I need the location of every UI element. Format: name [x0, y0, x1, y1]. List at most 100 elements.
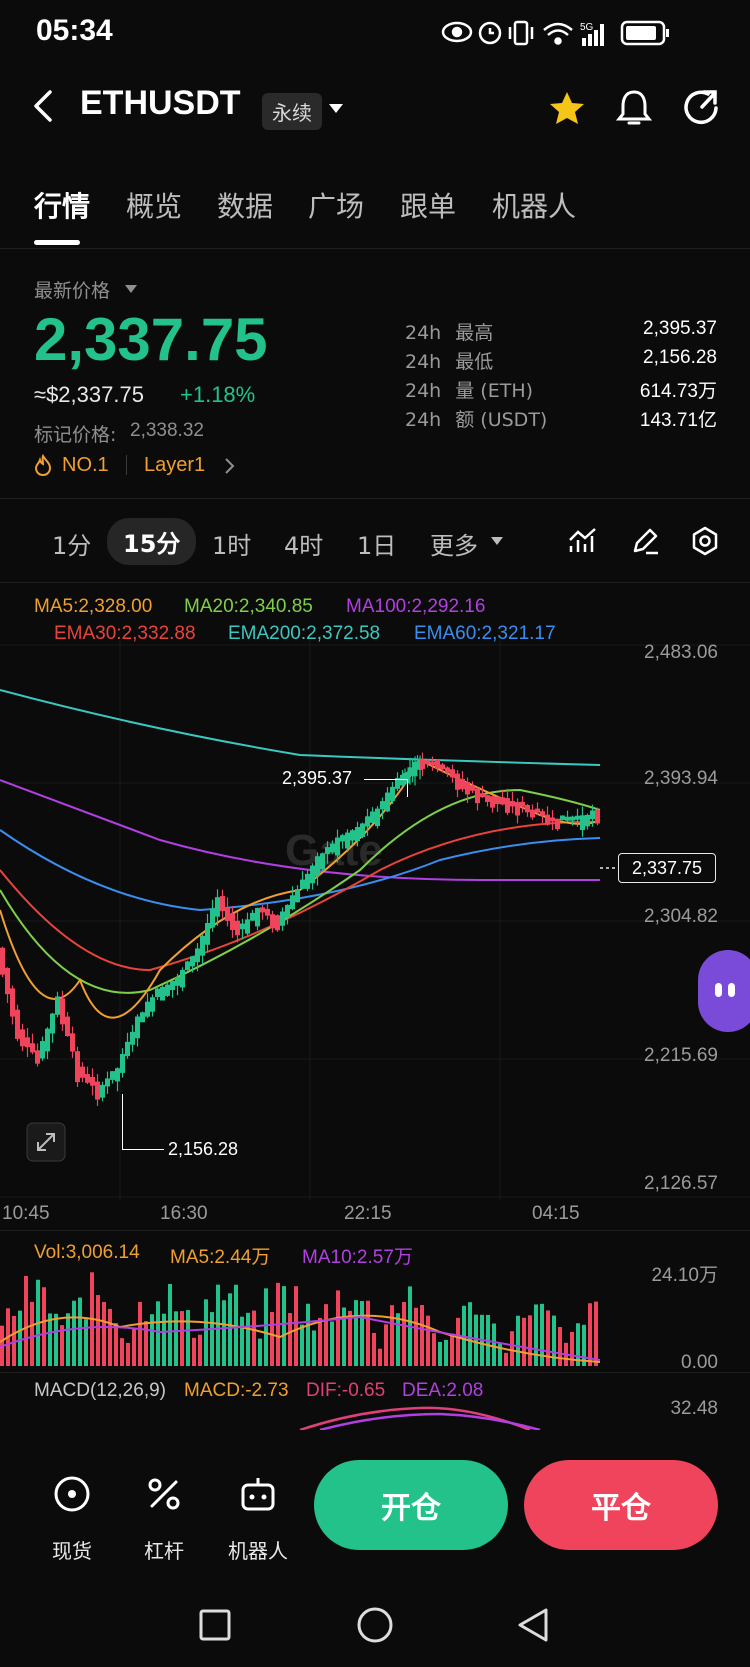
- candle-body: [505, 798, 510, 813]
- volume-bar: [126, 1342, 130, 1366]
- volume-bar: [372, 1332, 376, 1366]
- recents-icon[interactable]: [198, 1608, 232, 1642]
- contract-type-badge[interactable]: 永续: [262, 93, 322, 130]
- chevron-down-icon[interactable]: [328, 103, 344, 115]
- tool-margin-label[interactable]: 杠杆: [144, 1539, 184, 1563]
- candle-body: [310, 865, 315, 884]
- tab-copy-trade[interactable]: 跟单: [400, 190, 457, 223]
- candle-body: [290, 895, 295, 910]
- candle-body: [70, 1033, 75, 1052]
- interval-more[interactable]: 更多: [430, 532, 478, 560]
- candle-body: [550, 817, 555, 822]
- star-icon[interactable]: [548, 90, 586, 126]
- macd-chart: [299, 1406, 541, 1430]
- candle-body: [360, 823, 365, 838]
- tool-bots-label[interactable]: 机器人: [228, 1539, 288, 1563]
- volume-bar: [294, 1286, 298, 1366]
- candle-body: [560, 815, 565, 821]
- candlestick-chart[interactable]: Gate: [0, 640, 750, 1210]
- y-tick-label: 2,304.82: [644, 906, 718, 927]
- candle-body: [435, 759, 440, 769]
- tab-square[interactable]: 广场: [308, 190, 365, 223]
- interval-1h[interactable]: 1时: [212, 532, 252, 560]
- volume-bar: [156, 1301, 160, 1366]
- assistant-bubble[interactable]: [698, 950, 750, 1032]
- candle-body: [135, 1016, 140, 1039]
- candle-body: [355, 827, 360, 842]
- home-icon[interactable]: [356, 1606, 394, 1644]
- volume-bar: [48, 1313, 52, 1366]
- mark-price-label: 标记价格:: [34, 424, 117, 446]
- candle-body: [215, 897, 220, 917]
- ma100-legend: MA100:2,292.16: [346, 596, 486, 617]
- symbol-title[interactable]: ETHUSDT: [80, 84, 241, 122]
- candle-body: [235, 920, 240, 936]
- candle-body: [220, 896, 225, 912]
- interval-15m[interactable]: 15分: [107, 518, 197, 565]
- candle-body: [530, 809, 535, 818]
- open-position-button[interactable]: 开仓: [314, 1460, 508, 1550]
- margin-icon[interactable]: [144, 1474, 184, 1514]
- candle-body: [380, 801, 385, 810]
- candle-body: [40, 1041, 45, 1059]
- volume-bar: [366, 1300, 370, 1366]
- candle-body: [440, 764, 445, 770]
- interval-1d[interactable]: 1日: [357, 532, 397, 560]
- tool-spot-label[interactable]: 现货: [52, 1539, 92, 1563]
- vol-ma10-line: [0, 1315, 601, 1361]
- candle-body: [260, 907, 265, 913]
- low-marker-label: 2,156.28: [168, 1139, 239, 1159]
- candle-body: [495, 796, 500, 805]
- category-tag[interactable]: Layer1: [144, 454, 206, 476]
- candle-body: [325, 847, 330, 854]
- volume-bar: [498, 1343, 502, 1366]
- tab-bots[interactable]: 机器人: [492, 190, 577, 223]
- divider: [0, 1230, 750, 1231]
- dif-legend: DIF:-0.65: [306, 1380, 386, 1401]
- candle-body: [180, 969, 185, 988]
- candle-body: [400, 774, 405, 786]
- flame-icon: [34, 454, 52, 476]
- draw-pen-icon[interactable]: [630, 526, 660, 556]
- tab-data[interactable]: 数据: [217, 190, 274, 223]
- volume-bar: [570, 1331, 574, 1366]
- expand-icon[interactable]: [26, 1122, 66, 1162]
- latest-price-label[interactable]: 最新价格: [34, 280, 111, 302]
- candle-body: [595, 809, 600, 824]
- close-position-button[interactable]: 平仓: [524, 1460, 718, 1550]
- stat-label: 最高: [455, 322, 494, 344]
- chevron-down-icon[interactable]: [124, 284, 138, 294]
- back-nav-icon[interactable]: [516, 1606, 550, 1644]
- candle-body: [485, 795, 490, 802]
- volume-bar: [114, 1323, 118, 1366]
- candle-body: [300, 879, 305, 889]
- back-icon[interactable]: [30, 88, 56, 124]
- candle-body: [445, 767, 450, 773]
- candle-body: [125, 1041, 130, 1057]
- candle-body: [15, 1009, 20, 1039]
- indicator-icon[interactable]: [568, 526, 598, 556]
- candle-body: [275, 915, 280, 931]
- ema200-line: [0, 689, 601, 766]
- robot-icon[interactable]: [238, 1474, 278, 1514]
- change-percent: +1.18%: [180, 382, 256, 407]
- tab-overview[interactable]: 概览: [126, 190, 183, 223]
- tab-market[interactable]: 行情: [34, 190, 91, 223]
- chevron-right-icon[interactable]: [224, 457, 236, 475]
- bell-icon[interactable]: [616, 88, 652, 128]
- volume-bar: [552, 1315, 556, 1366]
- settings-icon[interactable]: [690, 526, 720, 556]
- current-price-tag: 2,337.75: [618, 853, 716, 883]
- share-icon[interactable]: [682, 88, 722, 128]
- volume-bar: [78, 1297, 82, 1366]
- candle-body: [500, 797, 505, 805]
- spot-icon[interactable]: [52, 1474, 92, 1514]
- volume-bar: [426, 1315, 430, 1366]
- interval-4h[interactable]: 4时: [284, 532, 324, 560]
- interval-1m[interactable]: 1分: [52, 532, 92, 560]
- macd-value-legend: MACD:-2.73: [184, 1380, 289, 1401]
- volume-bar: [330, 1321, 334, 1366]
- rank-badge[interactable]: NO.1: [62, 454, 109, 476]
- chevron-down-icon[interactable]: [490, 536, 504, 546]
- volume-bar: [474, 1314, 478, 1366]
